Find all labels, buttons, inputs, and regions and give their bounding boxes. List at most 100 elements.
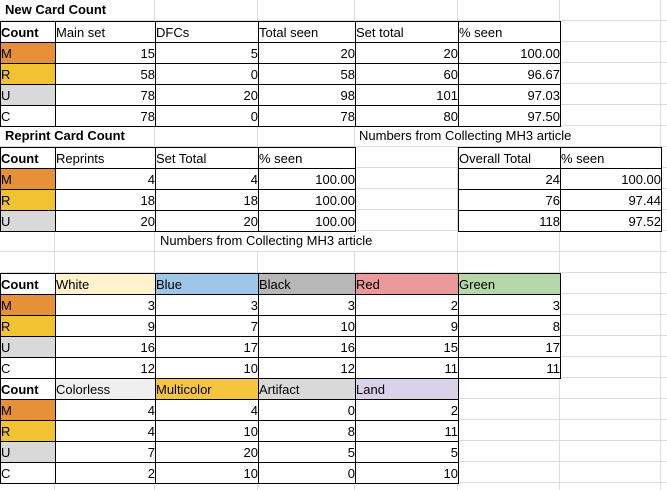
rarity-cell-common[interactable]: C — [0, 105, 56, 127]
col-header-set-total[interactable]: Set total — [355, 21, 459, 43]
data-cell[interactable]: 17 — [458, 336, 561, 358]
rarity-cell-common[interactable]: C — [0, 357, 56, 379]
data-cell[interactable]: 20 — [155, 210, 259, 232]
data-cell[interactable]: 5 — [155, 42, 259, 64]
data-cell[interactable]: 118 — [458, 210, 561, 232]
rarity-cell-mythic[interactable]: M — [0, 294, 56, 316]
col-header-pct-seen[interactable]: % seen — [258, 147, 356, 169]
col-header-artifact[interactable]: Artifact — [258, 378, 356, 400]
data-cell[interactable]: 100.00 — [258, 168, 356, 190]
data-cell[interactable]: 3 — [55, 294, 156, 316]
data-cell[interactable]: 16 — [55, 336, 156, 358]
col-header-colorless[interactable]: Colorless — [55, 378, 156, 400]
data-cell[interactable]: 5 — [355, 441, 459, 463]
col-header-set-total[interactable]: Set Total — [155, 147, 259, 169]
rarity-cell-uncommon[interactable]: U — [0, 84, 56, 106]
data-cell[interactable]: 24 — [458, 168, 561, 190]
data-cell[interactable]: 11 — [355, 420, 459, 442]
data-cell[interactable]: 4 — [55, 420, 156, 442]
section-title-reprint-card-count[interactable]: Reprint Card Count — [0, 126, 154, 146]
data-cell[interactable]: 18 — [55, 189, 156, 211]
col-header-count[interactable]: Count — [0, 21, 56, 43]
col-header-total-seen[interactable]: Total seen — [258, 21, 356, 43]
data-cell[interactable]: 2 — [355, 399, 459, 421]
data-cell[interactable]: 3 — [258, 294, 356, 316]
data-cell[interactable]: 20 — [355, 42, 459, 64]
data-cell[interactable]: 9 — [355, 315, 459, 337]
data-cell[interactable]: 9 — [55, 315, 156, 337]
col-header-dfcs[interactable]: DFCs — [155, 21, 259, 43]
data-cell[interactable]: 4 — [155, 399, 259, 421]
col-header-reprints[interactable]: Reprints — [55, 147, 156, 169]
rarity-cell-rare[interactable]: R — [0, 315, 56, 337]
data-cell[interactable]: 5 — [258, 441, 356, 463]
col-header-white[interactable]: White — [55, 273, 156, 295]
data-cell[interactable]: 2 — [55, 462, 156, 484]
data-cell[interactable]: 97.03 — [458, 84, 561, 106]
data-cell[interactable]: 0 — [258, 399, 356, 421]
col-header-count[interactable]: Count — [0, 378, 56, 400]
note-collecting-mh3-article-top[interactable]: Numbers from Collecting MH3 article — [355, 126, 580, 146]
data-cell[interactable]: 10 — [155, 420, 259, 442]
data-cell[interactable]: 8 — [258, 420, 356, 442]
col-header-pct-seen[interactable]: % seen — [560, 147, 662, 169]
rarity-cell-uncommon[interactable]: U — [0, 336, 56, 358]
data-cell[interactable]: 11 — [355, 357, 459, 379]
col-header-green[interactable]: Green — [458, 273, 561, 295]
data-cell[interactable]: 97.44 — [560, 189, 662, 211]
data-cell[interactable]: 97.52 — [560, 210, 662, 232]
data-cell[interactable]: 18 — [155, 189, 259, 211]
col-header-count[interactable]: Count — [0, 147, 56, 169]
data-cell[interactable]: 4 — [55, 399, 156, 421]
rarity-cell-uncommon[interactable]: U — [0, 441, 56, 463]
col-header-main-set[interactable]: Main set — [55, 21, 156, 43]
data-cell[interactable]: 60 — [355, 63, 459, 85]
data-cell[interactable]: 16 — [258, 336, 356, 358]
col-header-blue[interactable]: Blue — [155, 273, 259, 295]
data-cell[interactable]: 20 — [155, 441, 259, 463]
data-cell[interactable]: 10 — [258, 315, 356, 337]
col-header-count[interactable]: Count — [0, 273, 56, 295]
note-collecting-mh3-article-bottom[interactable]: Numbers from Collecting MH3 article — [155, 231, 457, 251]
data-cell[interactable]: 98 — [258, 84, 356, 106]
data-cell[interactable]: 78 — [258, 105, 356, 127]
data-cell[interactable]: 0 — [155, 63, 259, 85]
data-cell[interactable]: 100.00 — [560, 168, 662, 190]
rarity-cell-mythic[interactable]: M — [0, 399, 56, 421]
data-cell[interactable]: 11 — [458, 357, 561, 379]
data-cell[interactable]: 100.00 — [258, 210, 356, 232]
section-title-new-card-count[interactable]: New Card Count — [0, 0, 154, 20]
data-cell[interactable]: 10 — [355, 462, 459, 484]
data-cell[interactable]: 97.50 — [458, 105, 561, 127]
data-cell[interactable]: 3 — [458, 294, 561, 316]
col-header-black[interactable]: Black — [258, 273, 356, 295]
data-cell[interactable]: 96.67 — [458, 63, 561, 85]
data-cell[interactable]: 20 — [55, 210, 156, 232]
data-cell[interactable]: 58 — [55, 63, 156, 85]
data-cell[interactable]: 2 — [355, 294, 459, 316]
data-cell[interactable]: 17 — [155, 336, 259, 358]
rarity-cell-rare[interactable]: R — [0, 63, 56, 85]
data-cell[interactable]: 58 — [258, 63, 356, 85]
data-cell[interactable]: 78 — [55, 84, 156, 106]
data-cell[interactable]: 80 — [355, 105, 459, 127]
data-cell[interactable]: 4 — [55, 168, 156, 190]
col-header-multicolor[interactable]: Multicolor — [155, 378, 259, 400]
data-cell[interactable]: 4 — [155, 168, 259, 190]
data-cell[interactable]: 20 — [258, 42, 356, 64]
col-header-land[interactable]: Land — [355, 378, 459, 400]
data-cell[interactable]: 10 — [155, 357, 259, 379]
data-cell[interactable]: 100.00 — [458, 42, 561, 64]
data-cell[interactable]: 76 — [458, 189, 561, 211]
data-cell[interactable]: 20 — [155, 84, 259, 106]
rarity-cell-common[interactable]: C — [0, 462, 56, 484]
col-header-pct-seen[interactable]: % seen — [458, 21, 561, 43]
data-cell[interactable]: 7 — [155, 315, 259, 337]
data-cell[interactable]: 12 — [55, 357, 156, 379]
rarity-cell-mythic[interactable]: M — [0, 168, 56, 190]
rarity-cell-mythic[interactable]: M — [0, 42, 56, 64]
data-cell[interactable]: 8 — [458, 315, 561, 337]
data-cell[interactable]: 15 — [355, 336, 459, 358]
data-cell[interactable]: 78 — [55, 105, 156, 127]
rarity-cell-rare[interactable]: R — [0, 189, 56, 211]
